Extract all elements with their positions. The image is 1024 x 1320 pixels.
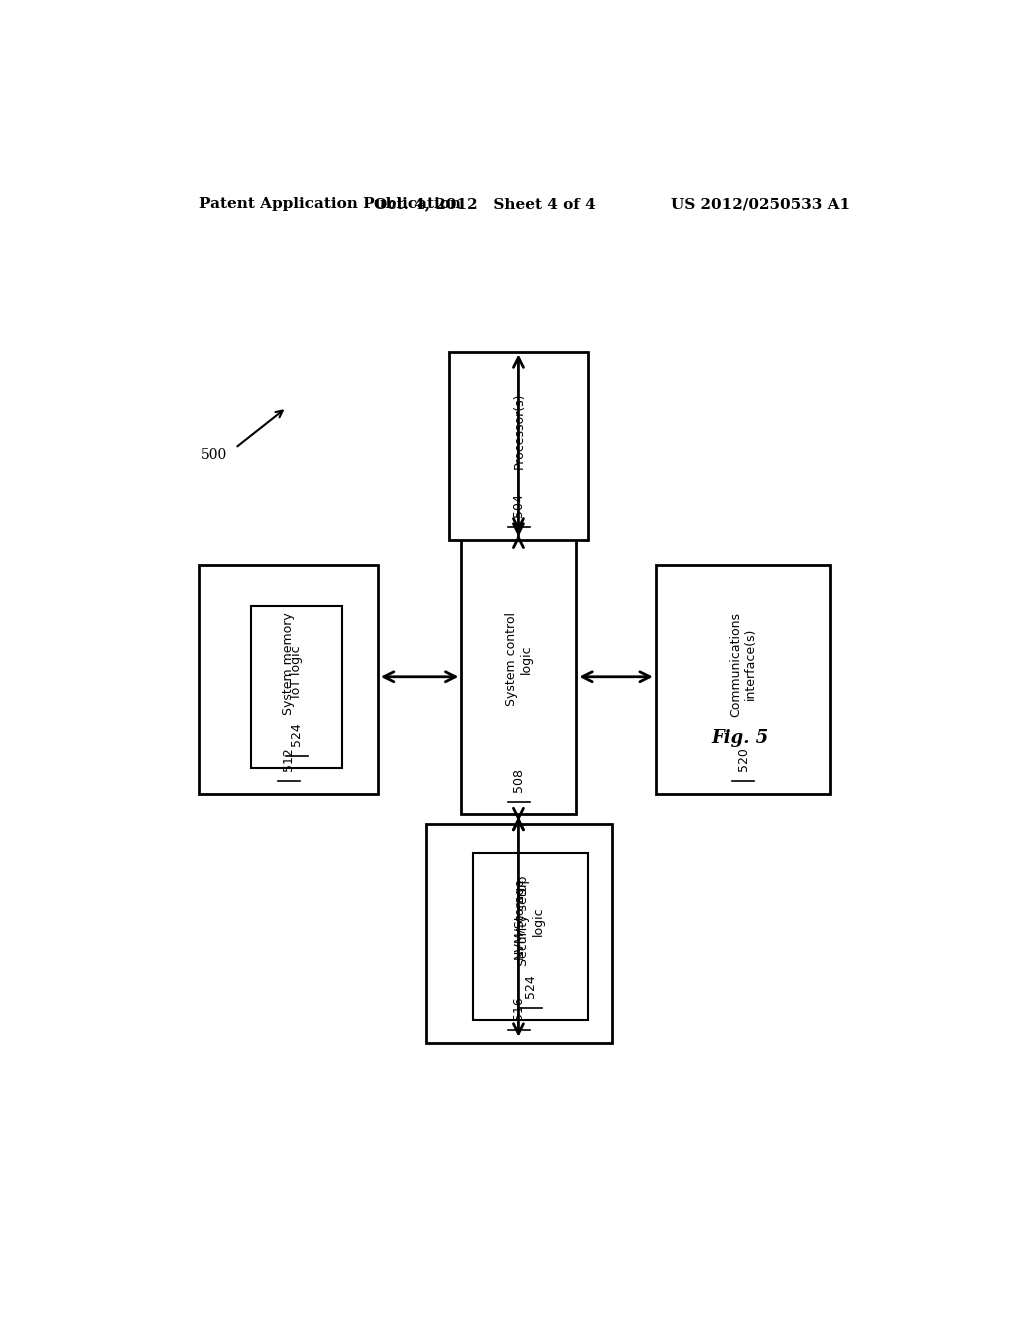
Text: 524: 524 — [524, 974, 538, 998]
Text: 524: 524 — [290, 722, 303, 746]
Text: 520: 520 — [736, 747, 750, 771]
Text: System control
logic: System control logic — [505, 612, 532, 706]
Text: 516: 516 — [512, 997, 525, 1020]
Bar — [655, 565, 830, 793]
Bar — [450, 351, 588, 540]
Bar — [200, 565, 378, 793]
Bar — [251, 606, 342, 768]
Text: 504: 504 — [512, 494, 525, 517]
Text: Security setup
logic: Security setup logic — [517, 876, 545, 966]
Bar — [461, 535, 577, 814]
Text: NVM/Storage: NVM/Storage — [512, 878, 525, 960]
Text: System memory: System memory — [283, 612, 295, 715]
Bar — [473, 853, 588, 1020]
Text: IoT logic: IoT logic — [290, 645, 303, 698]
Text: Processor(s): Processor(s) — [512, 392, 525, 469]
Text: Patent Application Publication: Patent Application Publication — [200, 197, 462, 211]
Text: US 2012/0250533 A1: US 2012/0250533 A1 — [671, 197, 850, 211]
Text: Oct. 4, 2012   Sheet 4 of 4: Oct. 4, 2012 Sheet 4 of 4 — [374, 197, 596, 211]
Text: 500: 500 — [201, 449, 227, 462]
Text: Communications
interface(s): Communications interface(s) — [729, 611, 757, 717]
Bar — [426, 824, 612, 1043]
Text: 512: 512 — [283, 747, 295, 771]
Text: Fig. 5: Fig. 5 — [712, 729, 769, 747]
Text: 508: 508 — [512, 768, 525, 792]
